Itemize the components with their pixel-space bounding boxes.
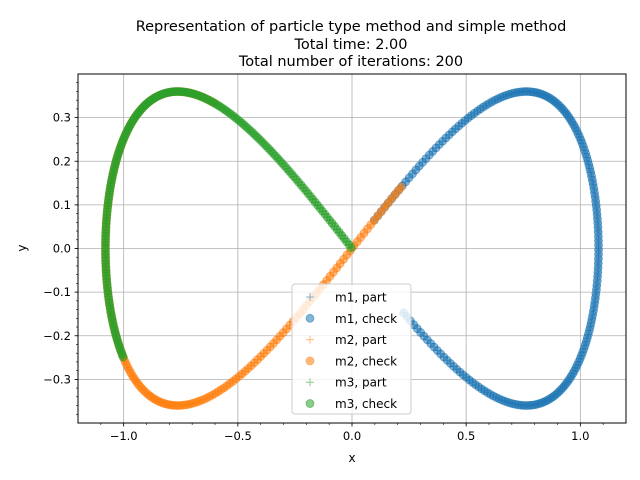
- legend-marker: [306, 378, 314, 387]
- title-line-3: Total number of iterations: 200: [238, 54, 463, 70]
- x-tick-label: −1.0: [110, 429, 138, 443]
- y-tick-label: 0.2: [53, 154, 71, 168]
- y-tick-label: 0.3: [53, 111, 71, 125]
- y-axis-label: y: [15, 244, 29, 251]
- legend-label: m3, part: [335, 376, 387, 390]
- x-tick-label: 1.0: [571, 429, 589, 443]
- legend-label: m1, part: [335, 291, 387, 305]
- y-tick-label: −0.3: [43, 372, 71, 386]
- series-m1-check: [369, 87, 603, 410]
- chart-title: Representation of particle type method a…: [136, 19, 567, 70]
- data-point: [396, 182, 406, 192]
- data-point: [118, 352, 128, 362]
- axis-ticks: −1.0 −0.5 0.0 0.5 1.0 −0.3 −0.2 −0.1 0.0 0.1 0.2 0.…: [43, 82, 604, 443]
- y-tick-label: 0.1: [53, 198, 71, 212]
- legend-marker: [305, 399, 315, 408]
- legend-marker: [305, 313, 315, 323]
- y-tick-label: 0.0: [53, 242, 71, 256]
- legend-label: m2, check: [335, 354, 397, 368]
- title-line-1: Representation of particle type method a…: [136, 19, 567, 35]
- legend: m1, part m1, check m2, part m2, check m3, pa…: [291, 283, 412, 415]
- y-tick-label: −0.1: [43, 285, 71, 299]
- legend-marker: [306, 293, 314, 301]
- legend-label: m1, check: [335, 312, 397, 326]
- plot-series: [101, 87, 603, 410]
- x-axis-label: x: [348, 451, 355, 465]
- x-tick-label: −0.5: [224, 429, 252, 443]
- legend-marker: [306, 335, 314, 344]
- legend-label: m3, check: [335, 397, 397, 411]
- legend-box: [291, 283, 412, 415]
- x-tick-label: 0.5: [457, 429, 475, 443]
- series-m3-check: [101, 87, 356, 362]
- x-tick-label: 0.0: [343, 429, 361, 443]
- y-tick-label: −0.2: [43, 329, 71, 343]
- title-line-2: Total time: 2.00: [293, 37, 407, 53]
- legend-marker: [305, 356, 315, 366]
- legend-label: m2, part: [335, 333, 387, 347]
